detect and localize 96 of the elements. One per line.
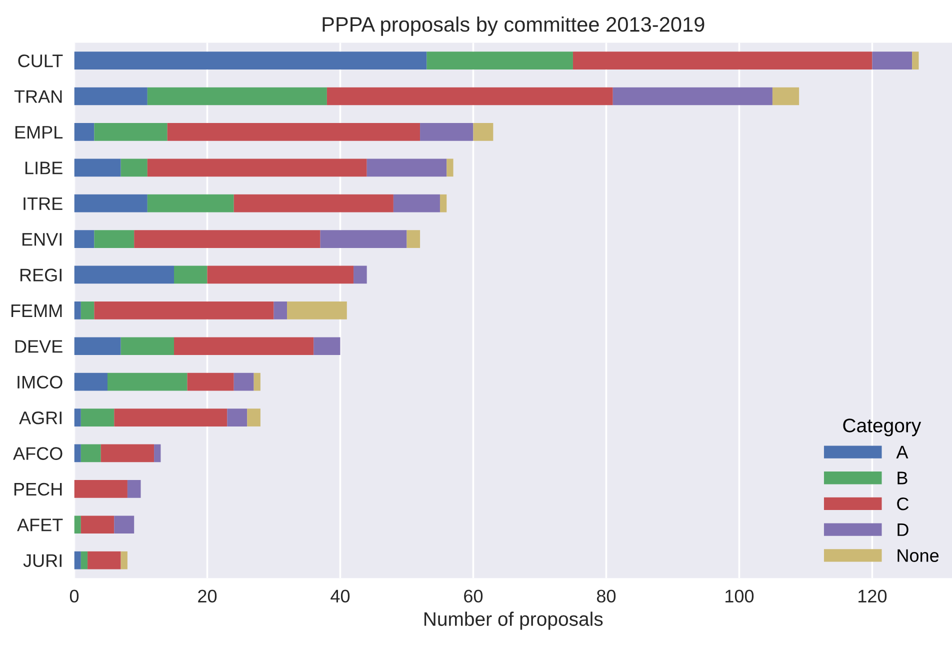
bar (147, 158, 367, 177)
bar (74, 123, 94, 141)
bar (234, 194, 394, 212)
bar (134, 230, 320, 248)
bar (94, 302, 274, 320)
legend-label: B (898, 472, 908, 484)
bar (772, 87, 800, 106)
bar (314, 337, 340, 356)
bar (74, 516, 81, 534)
x-tick-label: 80 (596, 590, 616, 603)
legend-label: None (898, 549, 939, 562)
bar (187, 372, 234, 391)
bar (326, 87, 613, 106)
bar (147, 87, 327, 106)
bar (74, 302, 81, 320)
bar (120, 551, 128, 570)
y-tick-label: LIBE (25, 162, 62, 174)
bar (74, 266, 174, 284)
bar (88, 551, 121, 570)
y-tick-label: ITRE (24, 197, 62, 210)
bar (74, 337, 121, 356)
bar (872, 52, 912, 70)
y-tick-label: JURI (23, 554, 62, 568)
x-tick-label: 0 (70, 590, 79, 603)
y-tick-label: AFCO (13, 447, 62, 460)
chart-title: PPPA proposals by committee 2013-2019 (322, 16, 704, 36)
bar (74, 230, 94, 248)
x-tick-label: 120 (858, 590, 887, 603)
bar (74, 372, 108, 391)
legend-label: A (896, 446, 908, 458)
bar (174, 266, 208, 284)
bar (74, 444, 81, 462)
bar (572, 52, 872, 70)
bar (154, 444, 161, 462)
bar (473, 123, 494, 141)
bar (80, 516, 114, 534)
y-tick-label: DEVE (15, 340, 62, 353)
legend-title: Category (843, 418, 922, 436)
bar (74, 480, 128, 498)
y-tick-label: TRAN (14, 90, 62, 103)
bar (74, 52, 427, 70)
bar (94, 230, 134, 248)
bar (114, 408, 228, 426)
legend-label: C (897, 497, 909, 510)
bar (366, 158, 447, 177)
bar (74, 158, 121, 177)
bar (120, 158, 148, 177)
bar (287, 302, 347, 320)
bar (167, 123, 420, 141)
bar (406, 230, 420, 248)
bar (393, 194, 440, 212)
bar (100, 444, 154, 462)
bar (80, 408, 114, 426)
y-tick-label: ENVI (22, 233, 62, 246)
y-tick-label: FEMM (11, 304, 62, 317)
bar (247, 408, 260, 426)
bar (80, 444, 101, 462)
legend-label: D (898, 523, 908, 536)
bar (74, 408, 81, 426)
bar (80, 302, 94, 320)
y-tick-label: AFET (17, 518, 63, 532)
bar (227, 408, 248, 426)
x-tick-label: 40 (330, 590, 350, 603)
bar (114, 516, 134, 534)
bar (912, 52, 919, 70)
bar (108, 372, 188, 391)
y-tick-label: CULT (18, 54, 63, 68)
bar (74, 87, 148, 106)
x-axis-title: Number of proposals (424, 612, 603, 630)
bar (612, 87, 772, 106)
bar (74, 551, 81, 570)
x-tick-label: 60 (464, 590, 483, 603)
bar (207, 266, 354, 284)
bar (446, 158, 454, 177)
bar (420, 123, 474, 141)
y-tick-label: PECH (14, 482, 62, 496)
bar (426, 52, 573, 70)
bar (354, 266, 367, 284)
bar (80, 551, 88, 570)
bar (147, 194, 234, 212)
bar (274, 302, 288, 320)
x-tick-label: 100 (726, 590, 754, 603)
y-tick-label: AGRI (19, 411, 62, 424)
bar (440, 194, 447, 212)
bar (320, 230, 407, 248)
bar (234, 372, 254, 391)
y-tick-label: REGI (20, 268, 62, 282)
bar (94, 123, 168, 141)
x-tick-label: 20 (198, 590, 217, 603)
bar (74, 194, 148, 212)
y-tick-label: IMCO (18, 376, 62, 389)
bar (254, 372, 260, 391)
bar (127, 480, 141, 498)
bar (120, 337, 174, 356)
y-tick-label: EMPL (15, 126, 63, 138)
bar (174, 337, 314, 356)
